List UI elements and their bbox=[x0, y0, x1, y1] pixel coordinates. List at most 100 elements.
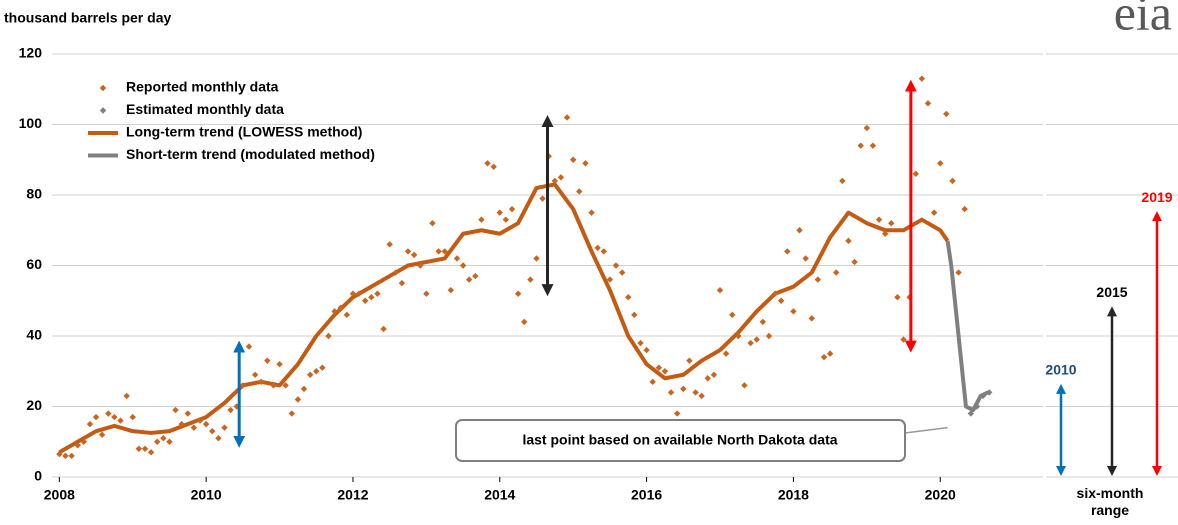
data-point bbox=[80, 438, 87, 445]
x-tick-label: 2010 bbox=[191, 487, 222, 503]
data-point bbox=[777, 297, 785, 304]
data-point bbox=[86, 420, 94, 428]
data-point bbox=[735, 332, 742, 340]
data-point bbox=[98, 431, 106, 438]
data-point bbox=[680, 385, 687, 393]
data-point bbox=[918, 75, 926, 82]
legend-label: Estimated monthly data bbox=[126, 101, 284, 117]
data-point bbox=[900, 336, 907, 343]
data-point bbox=[117, 417, 124, 424]
data-point bbox=[582, 160, 589, 167]
data-point bbox=[637, 339, 644, 347]
data-point bbox=[949, 177, 956, 185]
data-point bbox=[459, 262, 467, 269]
y-tick-label: 20 bbox=[26, 397, 42, 413]
data-point bbox=[716, 286, 724, 294]
data-point bbox=[606, 276, 614, 283]
data-point bbox=[288, 410, 296, 417]
data-point bbox=[600, 248, 608, 255]
data-point bbox=[631, 311, 638, 319]
data-point bbox=[447, 286, 455, 294]
data-point bbox=[692, 389, 699, 396]
data-point bbox=[661, 368, 669, 375]
data-point bbox=[796, 227, 803, 234]
data-point bbox=[368, 294, 375, 301]
data-point bbox=[362, 297, 369, 304]
data-point bbox=[826, 350, 834, 357]
range-year-label: 2010 bbox=[1045, 362, 1076, 378]
data-point bbox=[790, 308, 797, 315]
data-point bbox=[251, 371, 259, 378]
data-point bbox=[435, 248, 442, 255]
data-point bbox=[973, 403, 981, 410]
data-point bbox=[202, 420, 210, 428]
data-point bbox=[576, 188, 583, 195]
data-point bbox=[625, 294, 632, 301]
y-tick-label: 0 bbox=[34, 468, 42, 484]
data-point bbox=[802, 255, 809, 262]
data-point bbox=[833, 269, 840, 276]
data-point bbox=[245, 343, 253, 350]
data-point bbox=[392, 269, 399, 276]
range-year-label: 2019 bbox=[1141, 189, 1172, 205]
data-point bbox=[325, 332, 332, 340]
y-axis-label: thousand barrels per day bbox=[4, 10, 171, 26]
data-point bbox=[490, 163, 497, 170]
data-point bbox=[612, 262, 620, 269]
data-point bbox=[985, 389, 993, 396]
data-point bbox=[649, 378, 656, 386]
data-point bbox=[551, 177, 559, 185]
data-point bbox=[894, 294, 901, 301]
data-point bbox=[753, 336, 760, 343]
data-point bbox=[166, 438, 173, 445]
data-point bbox=[967, 410, 975, 417]
data-point bbox=[979, 392, 987, 400]
data-point bbox=[221, 424, 228, 431]
range-label: six-month range bbox=[1076, 485, 1144, 518]
data-point bbox=[569, 156, 577, 163]
data-point bbox=[453, 255, 461, 262]
x-tick-label: 2016 bbox=[631, 487, 662, 503]
data-point bbox=[563, 114, 571, 121]
data-point bbox=[105, 410, 112, 417]
data-point bbox=[845, 237, 852, 245]
x-tick-label: 2014 bbox=[484, 487, 515, 503]
legend-marker bbox=[99, 107, 107, 114]
data-point bbox=[343, 311, 351, 319]
data-point bbox=[276, 361, 283, 368]
data-point bbox=[129, 413, 136, 421]
data-point bbox=[319, 364, 326, 371]
data-point bbox=[294, 396, 302, 403]
data-point bbox=[478, 216, 485, 223]
data-point bbox=[172, 406, 179, 414]
range-year-label: 2015 bbox=[1096, 284, 1127, 300]
y-tick-label: 60 bbox=[26, 256, 42, 272]
logo: eia bbox=[1114, 0, 1172, 40]
data-point bbox=[123, 392, 130, 400]
data-point bbox=[472, 272, 479, 280]
data-point bbox=[282, 382, 289, 389]
data-point bbox=[423, 290, 430, 297]
data-point bbox=[851, 258, 858, 266]
data-point bbox=[215, 435, 222, 442]
data-point bbox=[698, 392, 705, 400]
data-point bbox=[374, 290, 381, 297]
data-point bbox=[337, 304, 344, 311]
data-point bbox=[710, 371, 718, 378]
data-point bbox=[943, 110, 950, 118]
data-point bbox=[759, 318, 767, 326]
data-point bbox=[404, 248, 412, 255]
data-point bbox=[178, 420, 185, 428]
data-point bbox=[410, 251, 418, 259]
data-point bbox=[527, 276, 534, 283]
data-point bbox=[643, 346, 650, 354]
data-point bbox=[264, 357, 271, 364]
data-point bbox=[888, 220, 895, 227]
data-point bbox=[765, 332, 773, 340]
legend-label: Long-term trend (LOWESS method) bbox=[126, 124, 362, 140]
data-point bbox=[539, 195, 546, 202]
data-point bbox=[881, 230, 889, 237]
data-point bbox=[557, 174, 565, 181]
data-point bbox=[930, 209, 938, 216]
